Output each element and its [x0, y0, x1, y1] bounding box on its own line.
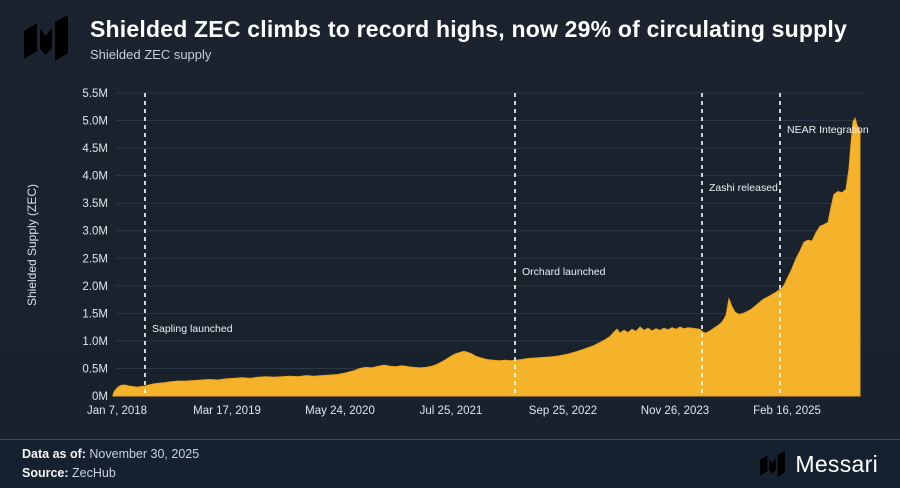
- footer-meta: Data as of: November 30, 2025 Source: Ze…: [22, 445, 199, 484]
- data-as-of-label: Data as of:: [22, 446, 86, 461]
- y-tick-label: 3.5M: [82, 198, 108, 210]
- y-tick-label: 5.5M: [82, 88, 108, 100]
- x-tick-label: Jan 7, 2018: [87, 405, 147, 417]
- chart-subtitle: Shielded ZEC supply: [90, 46, 212, 62]
- source-value: ZecHub: [72, 466, 116, 480]
- chart-title: Shielded ZEC climbs to record highs, now…: [90, 16, 847, 42]
- event-label: Orchard launched: [522, 266, 606, 278]
- event-label: NEAR Integration: [787, 124, 869, 136]
- x-tick-label: Sep 25, 2022: [529, 405, 597, 417]
- messari-wordmark: Messari: [795, 450, 878, 477]
- y-tick-label: 3.0M: [82, 226, 108, 238]
- y-tick-label: 2.0M: [82, 281, 108, 293]
- area-series-shielded-zec: [112, 116, 861, 397]
- x-tick-label: Mar 17, 2019: [193, 405, 261, 417]
- data-as-of-value: November 30, 2025: [89, 446, 200, 461]
- y-tick-label: 0M: [92, 391, 108, 403]
- y-tick-label: 1.5M: [82, 308, 108, 320]
- y-tick-label: 5.0M: [82, 116, 108, 128]
- source-line: Source: ZecHub: [22, 464, 199, 483]
- messari-brand: Messari: [759, 450, 878, 478]
- messari-logo-icon: [24, 15, 68, 61]
- y-tick-label: 1.0M: [82, 336, 108, 348]
- y-tick-label: 0.5M: [82, 364, 108, 376]
- y-tick-label: 2.5M: [82, 253, 108, 265]
- event-label: Sapling launched: [152, 323, 233, 335]
- header-text: Shielded ZEC climbs to record highs, now…: [90, 13, 847, 62]
- event-label: Zashi released: [709, 182, 778, 194]
- data-as-of-line: Data as of: November 30, 2025: [22, 445, 199, 464]
- x-tick-label: May 24, 2020: [305, 405, 375, 417]
- x-tick-label: Jul 25, 2021: [420, 405, 483, 417]
- x-tick-label: Feb 16, 2025: [753, 405, 821, 417]
- y-tick-label: 4.0M: [82, 171, 108, 183]
- source-label: Source:: [22, 466, 69, 480]
- chart-header: Shielded ZEC climbs to record highs, now…: [22, 13, 878, 79]
- chart-footer: Data as of: November 30, 2025 Source: Ze…: [0, 439, 900, 488]
- messari-logo-icon: [760, 450, 786, 477]
- y-tick-label: 4.5M: [82, 143, 108, 155]
- x-tick-label: Nov 26, 2023: [641, 405, 709, 417]
- y-axis-title: Shielded Supply (ZEC): [25, 184, 39, 306]
- shielded-zec-area-chart: 0M 0.5M 1.0M 1.5M 2.0M 2.5M 3.0M 3.5M 4.0M 4.5M 5.…: [25, 88, 869, 417]
